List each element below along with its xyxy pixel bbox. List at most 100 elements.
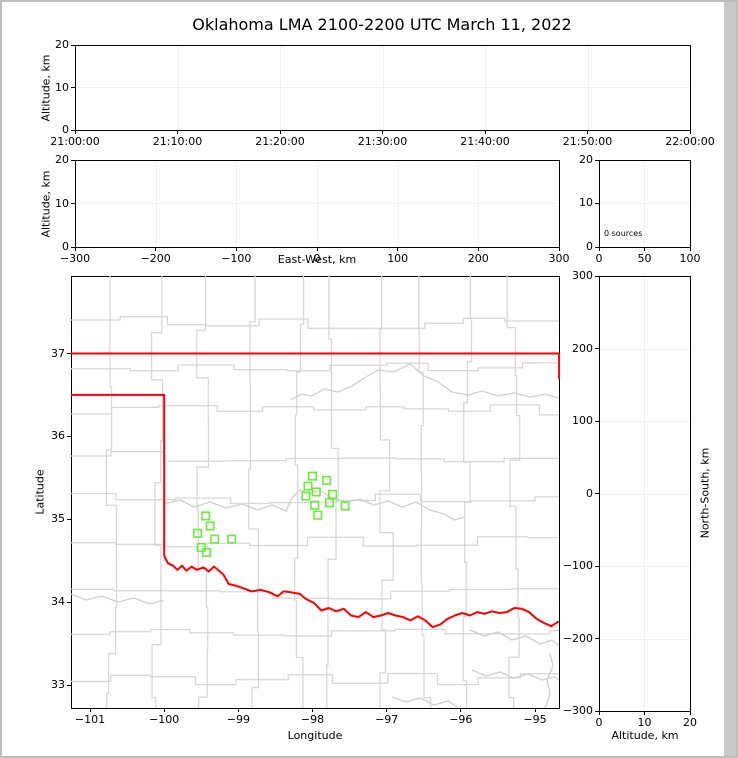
station-marker <box>307 471 318 481</box>
x-tick-label: −98 <box>300 713 325 726</box>
x-tick-mark <box>484 130 486 134</box>
gridline <box>644 277 645 710</box>
river-line <box>71 593 165 605</box>
y-tick-label: 20 <box>55 38 69 51</box>
y-tick-mark <box>71 87 75 88</box>
river-line <box>544 653 554 709</box>
x-tick-mark <box>279 130 281 134</box>
x-tick-label: 21:30:00 <box>357 135 408 148</box>
x-tick-label: −96 <box>449 713 473 726</box>
y-tick-mark <box>595 710 599 712</box>
x-tick-mark <box>689 247 691 251</box>
gridline <box>155 161 157 246</box>
x-tick-label: 100 <box>679 252 701 265</box>
x-tick-mark <box>237 708 239 712</box>
station-marker <box>201 511 211 521</box>
y-tick-label: 34 <box>51 595 65 609</box>
x-tick-mark <box>689 130 691 134</box>
station-marker <box>311 487 321 497</box>
y-tick-mark <box>71 246 75 248</box>
y-tick-label: 100 <box>572 414 593 427</box>
gridline <box>485 46 486 129</box>
x-tick-label: 21:20:00 <box>255 135 305 148</box>
x-tick-label: 10 <box>637 716 652 729</box>
station-marker <box>322 475 332 485</box>
gridline <box>236 161 238 246</box>
y-tick-mark <box>595 348 599 349</box>
x-tick-mark <box>177 130 178 134</box>
y-tick-mark <box>67 601 71 603</box>
y-tick-mark <box>595 420 599 422</box>
y-tick-mark <box>67 353 71 354</box>
gridline <box>587 46 589 129</box>
y-tick-mark <box>67 684 71 686</box>
y-tick-mark <box>595 565 599 567</box>
x-tick-mark <box>477 247 479 251</box>
x-tick-mark <box>74 247 76 251</box>
river-line <box>391 696 460 709</box>
x-tick-label: −95 <box>523 713 547 726</box>
y-tick-label: −300 <box>562 704 593 717</box>
station-marker <box>310 500 320 510</box>
x-tick-label: −300 <box>59 252 91 265</box>
x-tick-mark <box>644 711 645 715</box>
y-tick-label: 37 <box>51 346 65 360</box>
river-line <box>469 629 560 647</box>
x-tick-mark <box>382 130 383 134</box>
station-marker <box>313 510 323 520</box>
x-tick-mark <box>598 247 600 251</box>
x-tick-label: 21:00:00 <box>50 135 100 148</box>
x-tick-mark <box>386 708 388 712</box>
x-tick-label: 200 <box>467 252 489 265</box>
x-tick-mark <box>558 247 560 251</box>
x-tick-mark <box>534 708 536 712</box>
station-marker <box>193 528 203 538</box>
station-marker <box>227 534 237 544</box>
gridline <box>600 203 689 204</box>
y-tick-mark <box>71 159 75 161</box>
x-tick-label: 21:10:00 <box>152 135 203 148</box>
source-count-annotation: 0 sources <box>604 229 643 238</box>
altitude-histogram-panel <box>599 160 691 248</box>
y-tick-label: 10 <box>55 80 69 94</box>
x-tick-label: −100 <box>221 252 252 265</box>
map-x-axis-title: Longitude <box>287 729 343 742</box>
river-line <box>409 363 560 399</box>
x-tick-label: 50 <box>637 252 652 265</box>
y-tick-label: 0 <box>62 240 69 253</box>
station-marker <box>196 542 206 553</box>
x-tick-mark <box>89 708 91 712</box>
y-tick-label: 20 <box>579 153 593 166</box>
map-canvas <box>71 276 560 709</box>
y-tick-label: 0 <box>586 486 593 500</box>
y-tick-label: 33 <box>51 678 65 691</box>
y-tick-mark <box>595 246 599 248</box>
x-tick-label: 20 <box>683 716 697 729</box>
x-tick-label: −97 <box>375 713 399 726</box>
x-tick-label: −100 <box>149 713 180 726</box>
y-tick-mark <box>71 129 75 131</box>
y-tick-label: −200 <box>562 631 593 645</box>
x-tick-mark <box>598 711 600 715</box>
y-tick-label: −100 <box>562 559 593 572</box>
river-line <box>289 363 411 401</box>
river-line <box>163 489 465 521</box>
x-tick-mark <box>316 247 318 251</box>
x-tick-label: 300 <box>548 252 570 265</box>
y-tick-mark <box>67 435 71 437</box>
y-tick-label: 200 <box>572 341 593 355</box>
y-tick-mark <box>595 493 599 494</box>
p3b-y-axis-title: North-South, km <box>698 447 712 539</box>
x-tick-label: −101 <box>74 713 106 726</box>
county-boundaries <box>71 276 559 708</box>
y-tick-label: 35 <box>51 512 65 526</box>
station-marker <box>210 534 220 544</box>
gridline <box>478 161 480 246</box>
gridline <box>317 161 318 246</box>
x-tick-mark <box>155 247 157 251</box>
gridline <box>177 46 179 129</box>
y-tick-label: 0 <box>586 240 593 253</box>
y-tick-mark <box>595 202 599 204</box>
x-tick-mark <box>460 708 462 712</box>
state-border-red-river <box>163 555 560 629</box>
